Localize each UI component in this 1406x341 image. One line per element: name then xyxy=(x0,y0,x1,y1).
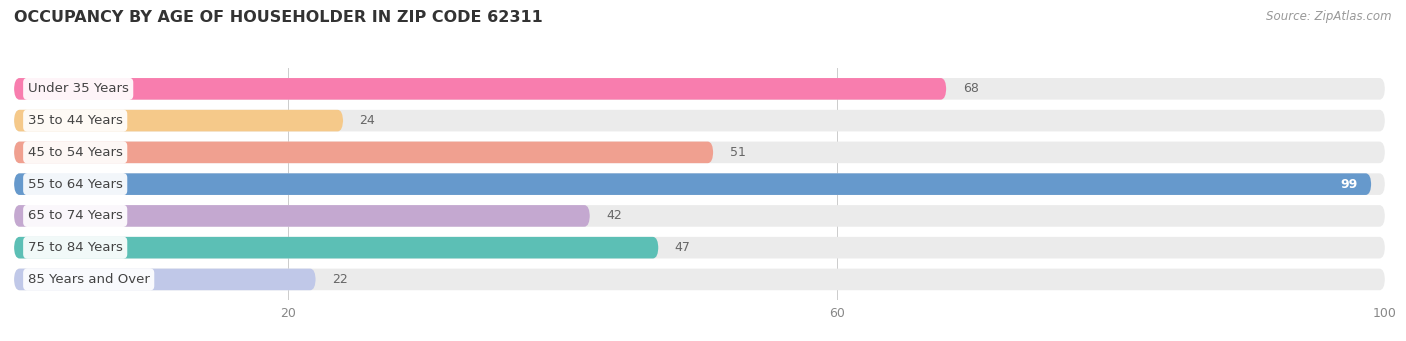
Text: 24: 24 xyxy=(360,114,375,127)
FancyBboxPatch shape xyxy=(14,205,591,227)
Text: 65 to 74 Years: 65 to 74 Years xyxy=(28,209,122,222)
Text: 85 Years and Over: 85 Years and Over xyxy=(28,273,149,286)
FancyBboxPatch shape xyxy=(14,78,1385,100)
FancyBboxPatch shape xyxy=(14,269,1385,290)
Text: 55 to 64 Years: 55 to 64 Years xyxy=(28,178,122,191)
FancyBboxPatch shape xyxy=(14,237,1385,258)
FancyBboxPatch shape xyxy=(14,205,1385,227)
FancyBboxPatch shape xyxy=(14,142,1385,163)
FancyBboxPatch shape xyxy=(14,269,315,290)
FancyBboxPatch shape xyxy=(14,78,946,100)
FancyBboxPatch shape xyxy=(14,142,713,163)
Text: 47: 47 xyxy=(675,241,690,254)
Text: 99: 99 xyxy=(1340,178,1358,191)
FancyBboxPatch shape xyxy=(14,237,658,258)
Text: 35 to 44 Years: 35 to 44 Years xyxy=(28,114,122,127)
Text: 75 to 84 Years: 75 to 84 Years xyxy=(28,241,122,254)
Text: Source: ZipAtlas.com: Source: ZipAtlas.com xyxy=(1267,10,1392,23)
FancyBboxPatch shape xyxy=(14,110,343,131)
Text: 45 to 54 Years: 45 to 54 Years xyxy=(28,146,122,159)
Text: Under 35 Years: Under 35 Years xyxy=(28,82,128,95)
FancyBboxPatch shape xyxy=(14,110,1385,131)
Text: 68: 68 xyxy=(963,82,979,95)
FancyBboxPatch shape xyxy=(14,173,1385,195)
Text: 51: 51 xyxy=(730,146,745,159)
Text: OCCUPANCY BY AGE OF HOUSEHOLDER IN ZIP CODE 62311: OCCUPANCY BY AGE OF HOUSEHOLDER IN ZIP C… xyxy=(14,10,543,25)
FancyBboxPatch shape xyxy=(14,173,1371,195)
Text: 42: 42 xyxy=(606,209,621,222)
Text: 22: 22 xyxy=(332,273,347,286)
